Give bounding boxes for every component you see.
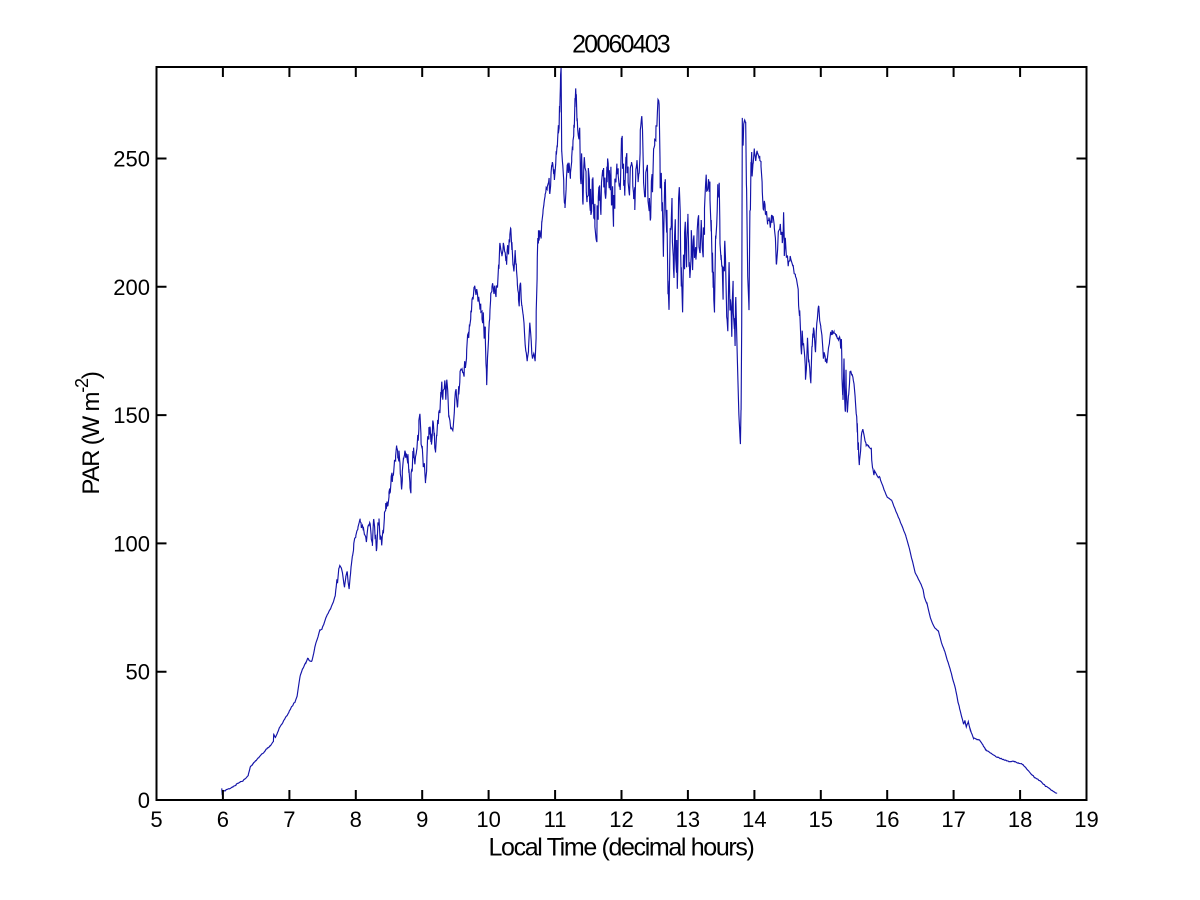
svg-text:100: 100 xyxy=(113,531,150,556)
svg-text:18: 18 xyxy=(1008,807,1032,832)
svg-text:0: 0 xyxy=(138,788,150,813)
svg-text:13: 13 xyxy=(676,807,700,832)
svg-text:10: 10 xyxy=(476,807,500,832)
svg-text:16: 16 xyxy=(875,807,899,832)
svg-text:Local Time (decimal hours): Local Time (decimal hours) xyxy=(488,834,753,862)
svg-text:150: 150 xyxy=(113,403,150,428)
svg-text:11: 11 xyxy=(544,807,567,832)
svg-text:5: 5 xyxy=(150,807,162,832)
svg-text:12: 12 xyxy=(609,807,633,832)
svg-text:17: 17 xyxy=(941,807,965,832)
svg-text:8: 8 xyxy=(350,807,362,832)
svg-text:200: 200 xyxy=(113,275,150,300)
svg-text:19: 19 xyxy=(1074,807,1098,832)
svg-text:50: 50 xyxy=(126,660,150,685)
svg-text:6: 6 xyxy=(217,807,229,832)
svg-text:PAR (W m-2): PAR (W m-2) xyxy=(72,372,105,495)
svg-text:250: 250 xyxy=(113,147,150,172)
svg-text:7: 7 xyxy=(283,807,295,832)
svg-text:9: 9 xyxy=(416,807,428,832)
svg-text:15: 15 xyxy=(809,807,833,832)
svg-text:20060403: 20060403 xyxy=(572,30,670,58)
svg-text:14: 14 xyxy=(742,807,766,832)
